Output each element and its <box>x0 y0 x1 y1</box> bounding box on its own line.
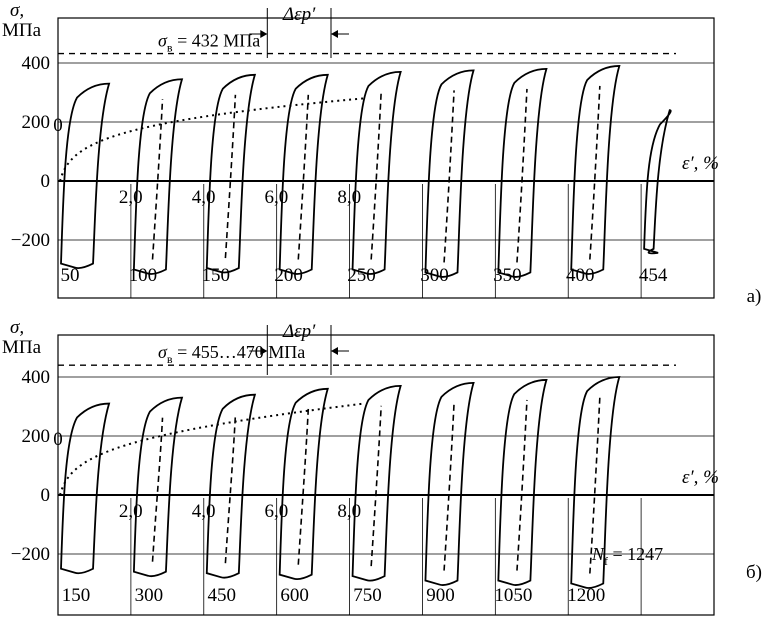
cycle-number-label: 150 <box>62 585 91 606</box>
hysteresis-loop <box>205 393 257 579</box>
fatigue-life-label: Nf = 1247 <box>591 544 663 568</box>
hysteresis-loop <box>497 67 548 278</box>
first-cycle-dashed <box>589 396 601 574</box>
hysteresis-loop <box>497 379 548 586</box>
first-cycle-dashed <box>370 91 382 260</box>
panel-label: б) <box>746 562 762 583</box>
cycle-number-label: 300 <box>135 585 164 606</box>
y-tick-label: 0 <box>41 171 51 192</box>
strain-range-arrowhead <box>331 30 338 38</box>
x-tick-label: 8,0 <box>337 187 361 208</box>
x-tick-label: 2,0 <box>119 187 143 208</box>
y-axis-unit: МПа <box>2 337 42 358</box>
hysteresis-loop <box>278 73 329 275</box>
x-tick-label: 2,0 <box>119 501 143 522</box>
cycle-number-label: 1050 <box>494 585 532 606</box>
cycle-number-label: 454 <box>639 265 668 286</box>
cycle-number-label: 750 <box>353 585 382 606</box>
x-tick-label: 0 <box>53 429 63 450</box>
y-tick-label: −200 <box>11 230 50 251</box>
y-tick-label: 0 <box>41 485 51 506</box>
y-tick-label: 200 <box>22 426 51 447</box>
strain-range-label: Δεp′ <box>282 4 316 25</box>
cycle-number-label: 400 <box>566 265 595 286</box>
plot-frame <box>57 17 715 299</box>
y-axis-symbol: σ, <box>10 317 24 338</box>
cycle-number-label: 600 <box>280 585 309 606</box>
hysteresis-loop <box>424 381 475 586</box>
plot-frame <box>57 334 715 616</box>
x-tick-label: 4,0 <box>192 187 216 208</box>
cycle-number-label: 450 <box>208 585 237 606</box>
hysteresis-loop <box>351 384 402 582</box>
y-axis-symbol: σ, <box>10 0 24 21</box>
first-cycle-dashed <box>589 85 601 260</box>
first-cycle-dashed <box>443 90 455 263</box>
cycle-number-label: 900 <box>426 585 455 606</box>
panel-label: а) <box>747 286 762 307</box>
y-tick-label: 200 <box>22 112 51 133</box>
y-tick-label: 400 <box>22 367 51 388</box>
cycle-number-label: 300 <box>420 265 449 286</box>
first-cycle-dashed <box>224 414 237 564</box>
strain-range-arrowhead <box>260 347 268 355</box>
hysteresis-loop <box>205 73 257 274</box>
strain-range-arrowhead <box>331 347 338 355</box>
strain-range-arrowhead <box>260 30 268 38</box>
first-cycle-dashed <box>516 88 528 263</box>
x-tick-label: 6,0 <box>265 501 289 522</box>
y-axis-unit: МПа <box>2 20 42 41</box>
x-tick-label: 6,0 <box>265 187 289 208</box>
cycle-number-label: 100 <box>129 265 158 286</box>
first-cycle-dashed <box>297 94 310 260</box>
first-cycle-dashed <box>151 99 164 260</box>
hysteresis-loop <box>570 65 621 275</box>
hysteresis-loop <box>424 69 475 278</box>
cycle-number-label: 250 <box>347 265 376 286</box>
x-axis-label: ε′, % <box>682 467 719 488</box>
monotonic-curve <box>59 402 364 496</box>
first-cycle-dashed <box>151 417 164 562</box>
x-axis-label: ε′, % <box>682 153 719 174</box>
cycle-number-label: 50 <box>61 265 80 286</box>
hysteresis-loop <box>351 70 402 275</box>
strain-range-label: Δεp′ <box>282 321 316 342</box>
hysteresis-loop <box>278 387 329 581</box>
x-tick-label: 0 <box>53 115 63 136</box>
first-cycle-dashed <box>297 408 310 565</box>
hysteresis-loop <box>643 109 672 255</box>
monotonic-curve <box>59 97 364 182</box>
hysteresis-loop <box>132 396 184 578</box>
x-tick-label: 4,0 <box>192 501 216 522</box>
cycle-number-label: 350 <box>493 265 522 286</box>
cycle-number-label: 1200 <box>567 585 605 606</box>
uts-label: σв = 432 МПа <box>158 31 260 55</box>
first-cycle-dashed <box>370 405 382 567</box>
cycle-number-label: 150 <box>202 265 231 286</box>
hysteresis-loop <box>570 376 621 589</box>
cycle-number-label: 200 <box>274 265 303 286</box>
x-tick-label: 8,0 <box>337 501 361 522</box>
first-cycle-dashed <box>224 94 237 259</box>
first-cycle-dashed <box>443 402 455 571</box>
uts-label: σв = 455…470 МПа <box>158 342 305 366</box>
first-cycle-dashed <box>516 399 528 571</box>
hysteresis-loop <box>60 402 111 575</box>
hysteresis-loop <box>132 78 184 275</box>
y-tick-label: −200 <box>11 544 50 565</box>
hysteresis-loop <box>60 82 111 269</box>
y-tick-label: 400 <box>22 53 51 74</box>
